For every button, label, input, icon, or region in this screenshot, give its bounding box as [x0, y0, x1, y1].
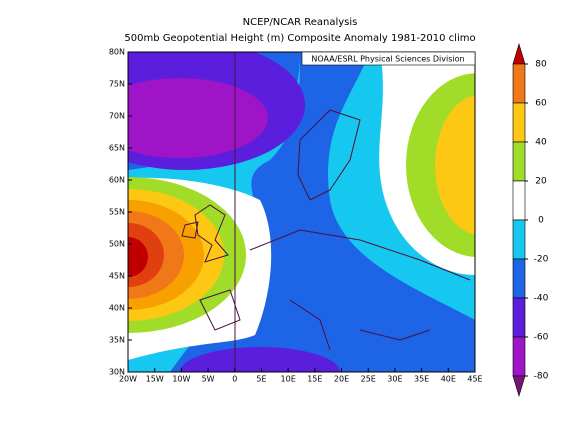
colorbar-label: -80 [534, 372, 549, 382]
lon-label: 15E [307, 375, 322, 384]
colorbar-label: -40 [534, 294, 549, 304]
lon-label: 20W [119, 375, 137, 384]
lon-label: 15W [146, 375, 164, 384]
title: NCEP/NCAR Reanalysis [243, 17, 358, 28]
lat-label: 30N [109, 368, 125, 377]
lon-label: 10E [281, 375, 296, 384]
lon-label: 40E [441, 375, 456, 384]
subtitle: 500mb Geopotential Height (m) Composite … [124, 33, 475, 44]
lat-label: 80N [109, 48, 125, 57]
lat-label: 50N [109, 240, 125, 249]
colorbar-label: -60 [534, 333, 549, 343]
lat-label: 70N [109, 112, 125, 121]
colorbar-band [512, 336, 526, 377]
lon-label: 5E [256, 375, 266, 384]
lon-label: 20E [334, 375, 349, 384]
lon-label: 25E [361, 375, 376, 384]
credit: NOAA/ESRL Physical Sciences Division [311, 55, 464, 64]
colorbar-label: 40 [535, 138, 547, 148]
colorbar-label: 0 [538, 216, 544, 226]
lon-label: 5W [202, 375, 215, 384]
colorbar-band [512, 102, 526, 143]
colorbar-tip [512, 42, 526, 65]
colorbar-label: 60 [535, 99, 547, 109]
colorbar-band [512, 258, 526, 299]
colorbar-label: -20 [534, 255, 549, 265]
lat-label: 40N [109, 304, 125, 313]
lat-label: 75N [109, 80, 125, 89]
lat-label: 60N [109, 176, 125, 185]
colorbar-band [512, 180, 526, 221]
colorbar-label: 20 [535, 177, 547, 187]
lon-label: 35E [414, 375, 429, 384]
lat-label: 65N [109, 144, 125, 153]
lat-label: 55N [109, 208, 125, 217]
lat-label: 45N [109, 272, 125, 281]
lon-label: 45E [467, 375, 482, 384]
colorbar-label: 80 [535, 60, 547, 70]
credit-box [301, 51, 476, 66]
colorbar-band [512, 297, 526, 338]
anomaly-field [128, 52, 475, 372]
colorbar-band [512, 63, 526, 104]
colorbar-band [512, 219, 526, 260]
colorbar-tip [512, 375, 526, 398]
lon-label: 10W [172, 375, 190, 384]
lon-label: 0 [232, 375, 237, 384]
lat-label: 35N [109, 336, 125, 345]
colorbar-band [512, 141, 526, 182]
lon-label: 30E [387, 375, 402, 384]
